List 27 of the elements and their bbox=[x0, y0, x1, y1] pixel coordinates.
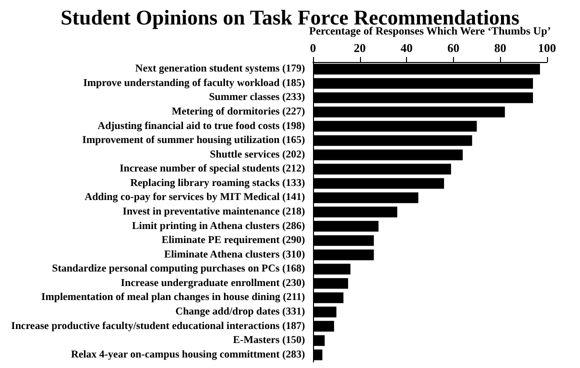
y-tick-label: Increase undergraduate enrollment (230) bbox=[120, 278, 306, 289]
y-tick-label: Invest in preventative maintenance (218) bbox=[122, 206, 306, 218]
y-tick-label: Standardize personal computing purchases on PCs (168) bbox=[52, 264, 306, 275]
y-tick-label: Increase productive faculty/student educational interactions (187) bbox=[11, 320, 306, 332]
x-tick-label: 60 bbox=[447, 41, 460, 55]
y-tick-label: Increase number of special students (212) bbox=[120, 164, 306, 175]
y-tick-label: Adjusting financial aid to true food costs (198) bbox=[98, 120, 306, 132]
x-tick-label: 80 bbox=[494, 41, 506, 55]
y-tick-label: Metering of dormitories (227) bbox=[172, 106, 306, 118]
y-tick-label: Change add/drop dates (331) bbox=[175, 306, 306, 318]
y-tick-label: Improve understanding of faculty workload (185) bbox=[83, 78, 306, 89]
y-tick-label: Replacing library roaming stacks (133) bbox=[130, 178, 306, 189]
x-tick-label: 40 bbox=[400, 41, 413, 55]
y-tick-label: Eliminate PE requirement (290) bbox=[162, 235, 306, 246]
y-tick-label: E-Masters (150) bbox=[232, 335, 306, 346]
x-tick-label: 20 bbox=[354, 41, 366, 55]
y-tick-label: Implementation of meal plan changes in house dining (211) bbox=[41, 292, 306, 304]
y-tick-label: Improvement of summer housing utilization (165) bbox=[82, 135, 306, 146]
y-tick-label: Summer classes (233) bbox=[208, 92, 306, 104]
x-tick-label: 100 bbox=[538, 41, 556, 55]
y-tick-label: Adding co-pay for services by MIT Medical (141) bbox=[84, 192, 306, 204]
y-tick-label: Relax 4-year on-campus housing committment (283) bbox=[71, 349, 306, 360]
y-tick-label: Shuttle services (202) bbox=[210, 149, 306, 160]
x-tick-label: 0 bbox=[310, 41, 316, 55]
y-tick-label: Eliminate Athena clusters (310) bbox=[164, 249, 306, 260]
y-tick-label: Next generation student systems (179) bbox=[135, 64, 306, 75]
y-tick-label: Limit printing in Athena clusters (286) bbox=[132, 220, 306, 232]
